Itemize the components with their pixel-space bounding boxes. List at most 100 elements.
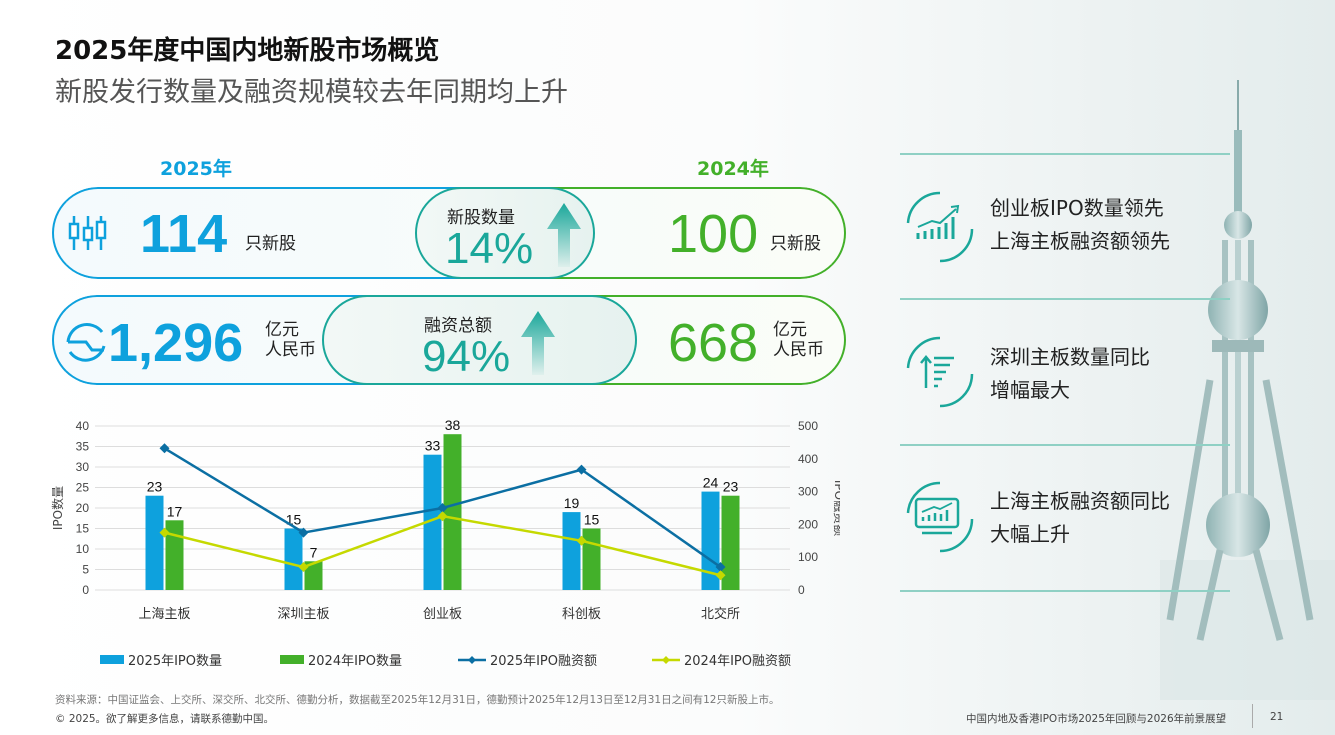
divider <box>900 298 1230 300</box>
y-tick-label: 20 <box>76 501 90 515</box>
sort-up-icon <box>906 336 974 408</box>
marker-2024年IPO融资额 <box>715 570 726 581</box>
x-tick-label: 创业板 <box>423 607 462 622</box>
marker-2025年IPO融资额 <box>298 527 309 538</box>
funds-2025-value: 1,296 <box>108 313 244 373</box>
page-title: 2025年度中国内地新股市场概览 <box>55 36 440 66</box>
y-tick-label: 15 <box>76 522 90 536</box>
data-label: 38 <box>445 417 461 433</box>
up-arrow-icon <box>521 311 555 375</box>
divider <box>900 590 1230 592</box>
funds-change-badge: 融资总额 94% <box>322 295 637 385</box>
y2-tick-label: 300 <box>798 485 818 499</box>
funds-unit-line2: 人民币 <box>773 340 824 361</box>
legend-label: 2025年IPO融资额 <box>490 654 597 669</box>
bar-2024年IPO数量 <box>582 528 601 590</box>
funds-unit-line1: 亿元 <box>773 320 807 340</box>
insight-line: 大幅上升 <box>990 522 1070 546</box>
legend-label: 2024年IPO数量 <box>308 654 402 669</box>
insight-line: 上海主板融资额同比 <box>990 489 1170 513</box>
funds-unit-2025: 亿元 人民币 <box>265 320 316 361</box>
insight-line: 上海主板融资额领先 <box>990 229 1170 253</box>
insight-line: 创业板IPO数量领先 <box>990 196 1164 220</box>
marker-2024年IPO融资额 <box>298 562 309 573</box>
bar-2024年IPO数量 <box>304 561 323 590</box>
legend-item: 2025年IPO数量 <box>100 650 222 669</box>
legend-label: 2024年IPO融资额 <box>684 654 791 669</box>
insight-1: 创业板IPO数量领先 上海主板融资额领先 <box>990 192 1170 258</box>
currency-icon <box>66 323 106 362</box>
y2-tick-label: 100 <box>798 550 818 564</box>
divider <box>900 444 1230 446</box>
legend-swatch <box>280 655 304 664</box>
legend-swatch <box>100 655 124 664</box>
bar-2025年IPO数量 <box>145 495 164 590</box>
marker-2024年IPO融资额 <box>159 527 170 538</box>
insight-line: 深圳主板数量同比 <box>990 345 1150 369</box>
up-arrow-icon <box>547 203 581 267</box>
data-label: 19 <box>564 495 580 511</box>
footer-divider <box>1252 704 1253 728</box>
marker-2025年IPO融资额 <box>576 464 587 475</box>
x-tick-label: 上海主板 <box>138 607 190 622</box>
count-change-label: 新股数量 <box>447 208 515 228</box>
funds-change-label: 融资总额 <box>424 316 492 336</box>
funds-2024: 668 <box>668 313 759 373</box>
data-label: 15 <box>286 512 302 528</box>
y-tick-label: 10 <box>76 542 90 556</box>
y2-tick-label: 500 <box>798 419 818 433</box>
marker-2024年IPO融资额 <box>437 511 448 522</box>
year-2024-label: 2024年 <box>697 158 769 180</box>
year-2025-label: 2025年 <box>160 158 232 180</box>
funds-unit-line1: 亿元 <box>265 320 299 340</box>
x-tick-label: 科创板 <box>562 607 601 622</box>
marker-2025年IPO融资额 <box>437 503 448 513</box>
marker-2025年IPO融资额 <box>715 562 726 573</box>
data-label: 15 <box>584 512 600 528</box>
divider <box>900 153 1230 155</box>
legend-swatch <box>458 655 486 664</box>
marker-2025年IPO融资额 <box>159 443 170 454</box>
legend-item: 2025年IPO融资额 <box>458 650 597 669</box>
data-label: 24 <box>703 475 719 491</box>
data-label: 23 <box>723 479 739 495</box>
data-label: 17 <box>167 503 183 519</box>
ipo-count-unit-2025: 只新股 <box>245 234 296 254</box>
funds-unit-2024: 亿元 人民币 <box>773 320 824 361</box>
y-tick-label: 5 <box>82 563 89 577</box>
x-tick-label: 北交所 <box>701 606 740 622</box>
bar-2024年IPO数量 <box>165 520 184 590</box>
line-2024年IPO融资额 <box>164 514 721 577</box>
y2-tick-label: 200 <box>798 517 818 531</box>
document-title: 中国内地及香港IPO市场2025年回顾与2026年前景展望 <box>966 713 1227 725</box>
page-number: 21 <box>1270 711 1284 723</box>
count-change-value: 14% <box>445 224 534 273</box>
legend-label: 2025年IPO数量 <box>128 654 222 669</box>
bar-2024年IPO数量 <box>721 495 740 590</box>
ipo-count-2025: 114 <box>140 204 228 264</box>
page-subtitle: 新股发行数量及融资规模较去年同期均上升 <box>55 77 568 108</box>
copyright: © 2025。欲了解更多信息，请联系德勤中国。 <box>55 713 275 725</box>
funds-2025: 1,296 <box>108 316 243 370</box>
y-tick-label: 0 <box>82 583 89 597</box>
data-label: 23 <box>147 479 163 495</box>
insight-3: 上海主板融资额同比 大幅上升 <box>990 485 1170 551</box>
y-tick-label: 30 <box>76 460 90 474</box>
legend-swatch <box>652 655 680 664</box>
insight-2: 深圳主板数量同比 增幅最大 <box>990 341 1150 407</box>
growth-chart-icon <box>906 191 974 263</box>
candlestick-icon <box>68 216 107 250</box>
source-note: 资料来源：中国证监会、上交所、深交所、北交所、德勤分析，数据截至2025年12月… <box>55 694 780 706</box>
bar-2025年IPO数量 <box>423 454 442 590</box>
monitor-chart-icon <box>906 481 974 553</box>
legend-item: 2024年IPO数量 <box>280 650 402 669</box>
x-tick-label: 深圳主板 <box>277 607 329 622</box>
y-tick-label: 35 <box>76 440 90 454</box>
ipo-count-2024: 100 <box>668 204 759 264</box>
marker-2024年IPO融资额 <box>576 535 587 546</box>
data-label: 7 <box>310 544 318 560</box>
bar-2025年IPO数量 <box>284 528 303 590</box>
insight-line: 增幅最大 <box>990 378 1070 402</box>
bar-2024年IPO数量 <box>443 434 462 590</box>
